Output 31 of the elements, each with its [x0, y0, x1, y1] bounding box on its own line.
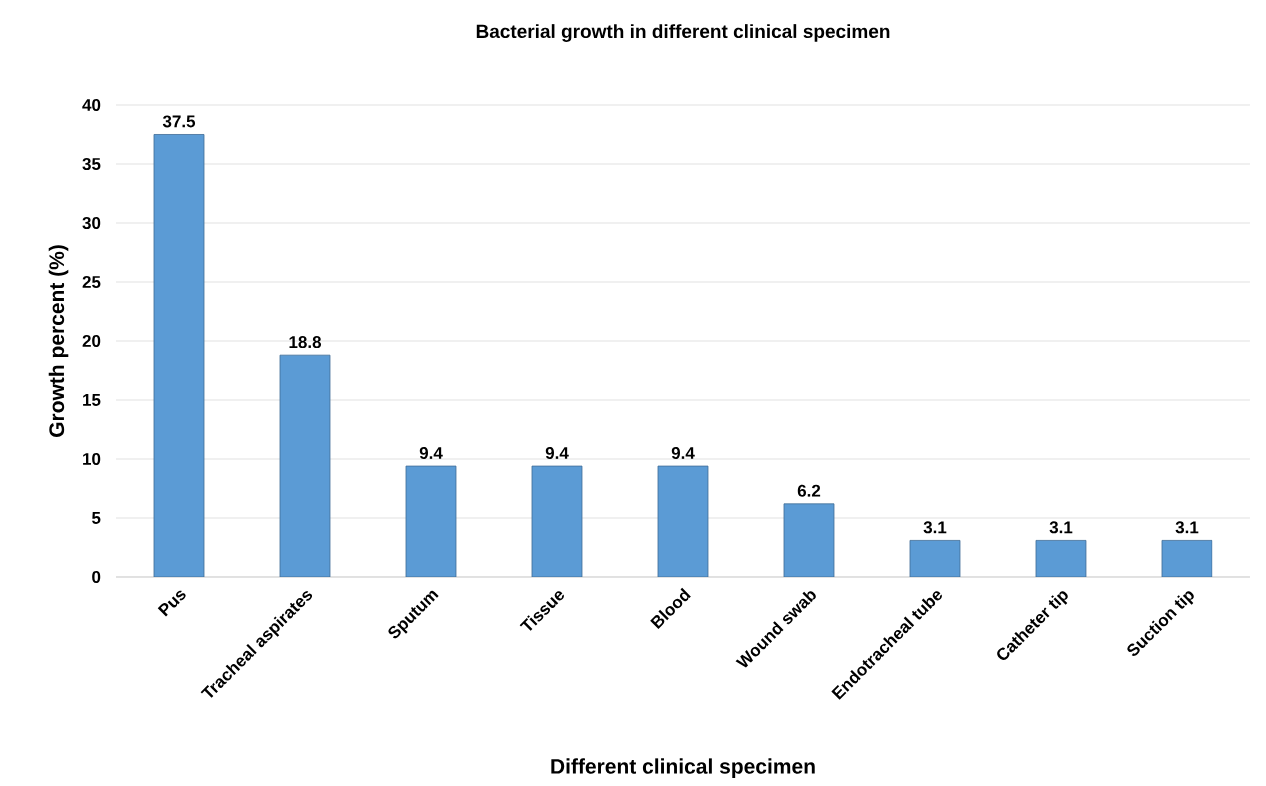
y-tick-label: 40	[82, 98, 101, 111]
y-tick-label: 35	[82, 157, 101, 171]
y-tick-label: 30	[82, 216, 101, 230]
data-label: 3.1	[923, 521, 947, 534]
bar	[1161, 540, 1213, 577]
data-label: 3.1	[1175, 521, 1199, 534]
data-label: 18.8	[289, 336, 322, 349]
bar	[783, 503, 835, 577]
data-label: 9.4	[419, 446, 443, 459]
y-tick-label: 5	[92, 512, 101, 524]
data-label: 6.2	[797, 484, 821, 497]
bar	[279, 354, 331, 577]
y-tick-label: 20	[82, 334, 101, 347]
y-tick-label: 25	[82, 275, 101, 288]
y-tick-label: 0	[92, 570, 101, 583]
chart-title: Bacterial growth in different clinical specimen	[476, 24, 890, 42]
y-axis-title: Growth percent (%)	[48, 245, 69, 437]
data-label: 3.1	[1049, 521, 1073, 534]
bar	[657, 465, 709, 577]
data-label: 37.5	[162, 115, 196, 128]
data-label: 9.4	[671, 446, 695, 459]
bar	[531, 465, 583, 577]
x-tick-label: Pus	[157, 590, 186, 617]
data-label: 9.4	[545, 446, 569, 459]
bar	[405, 465, 457, 577]
bar	[909, 540, 961, 577]
y-tick-label: 15	[83, 394, 101, 406]
y-tick-label: 10	[83, 452, 101, 465]
x-axis-title: Different clinical specimen	[551, 758, 815, 778]
bar	[1035, 540, 1087, 577]
bar	[153, 134, 205, 577]
